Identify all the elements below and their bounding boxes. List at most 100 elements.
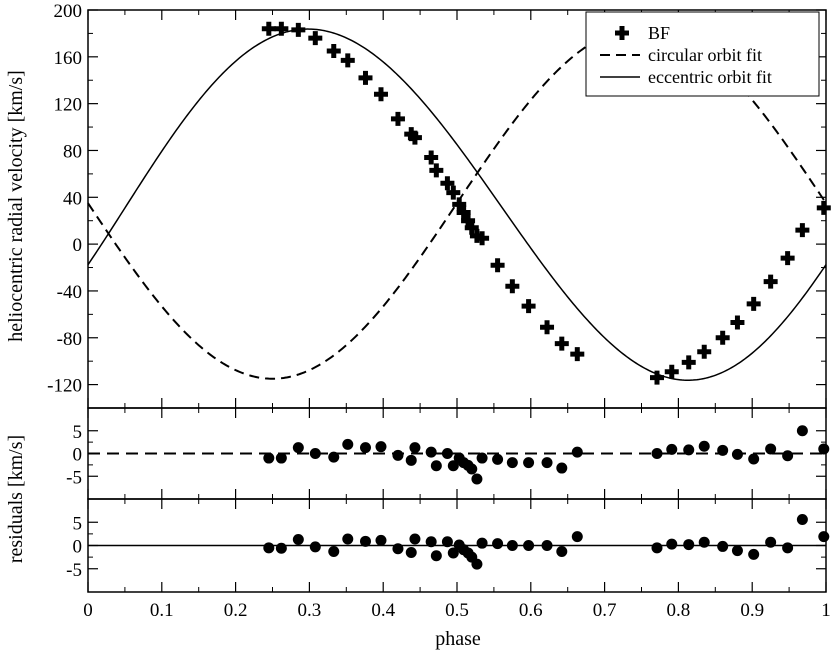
circ-residual-point xyxy=(818,443,830,455)
ecc-residual-point xyxy=(731,545,743,557)
rv-y-tick-label: -80 xyxy=(57,329,82,350)
rv-y-tick-label: 160 xyxy=(54,48,83,69)
bf-point xyxy=(429,163,444,178)
ecc-residual-point xyxy=(447,547,459,559)
circ-residual-point xyxy=(342,438,354,450)
legend-label-bf: BF xyxy=(648,23,670,43)
legend-label-eccentric: eccentric orbit fit xyxy=(648,67,772,87)
x-tick-label: 0 xyxy=(83,600,93,621)
bf-point xyxy=(649,370,664,385)
ecc-residual-point xyxy=(309,541,321,553)
bf-point xyxy=(261,21,276,36)
bf-point xyxy=(440,176,455,191)
x-tick-label: 0.3 xyxy=(298,600,322,621)
bf-point xyxy=(340,53,355,68)
ecc-residual-point xyxy=(405,546,417,558)
ecc-residual-point xyxy=(506,540,518,551)
bf-point xyxy=(461,213,476,228)
ecc-residual-point xyxy=(556,546,568,558)
ecc-y-tick-label: 5 xyxy=(73,513,83,534)
circ-residual-point xyxy=(409,442,421,454)
eccentric-residuals-panel: -50 5 0 0.1 0.2 0.3 0.4 0.5 0.6 0.7 0.8 0.9 1 xyxy=(66,498,831,621)
bf-point xyxy=(390,111,405,126)
ecc-residual-point xyxy=(818,531,830,543)
bf-point xyxy=(291,22,306,37)
eccentric-orbit-fit-line xyxy=(87,28,827,381)
circ-residual-point xyxy=(466,463,478,475)
bf-point xyxy=(570,347,585,362)
bf-point xyxy=(681,355,696,370)
ecc-residual-point xyxy=(796,513,808,525)
ecc-residual-point xyxy=(409,533,421,545)
y-axis-label-rv: heliocentric radial velocity [km/s] xyxy=(5,70,27,342)
ecc-residual-point xyxy=(476,537,488,549)
bf-point xyxy=(452,197,467,212)
bf-point xyxy=(795,223,810,238)
ecc-residual-point xyxy=(441,536,453,548)
bf-point xyxy=(521,299,536,314)
x-tick-label: 0.5 xyxy=(445,600,469,621)
circ-residual-point xyxy=(506,457,518,469)
ecc-residual-point xyxy=(392,543,404,555)
circ-residual-point xyxy=(666,443,678,455)
ecc-residual-point xyxy=(342,533,354,545)
circ-y-tick-label: 5 xyxy=(73,422,83,443)
ecc-residual-point xyxy=(748,548,760,560)
ecc-residual-point xyxy=(359,535,371,547)
ecc-residual-point xyxy=(375,534,387,546)
bf-point xyxy=(730,315,745,330)
bf-point xyxy=(274,21,289,36)
ecc-residual-point xyxy=(471,558,483,570)
legend-marker-bf xyxy=(615,26,629,40)
bf-point xyxy=(697,344,712,359)
circ-residual-point xyxy=(476,452,488,464)
ecc-residual-point xyxy=(698,536,710,548)
bf-point xyxy=(404,127,419,142)
ecc-y-tick-label: -5 xyxy=(66,560,82,581)
circ-residual-point xyxy=(441,448,453,459)
circ-residual-point xyxy=(375,441,387,453)
bf-point xyxy=(407,130,422,145)
circ-residual-point xyxy=(782,450,794,462)
bf-point xyxy=(780,251,795,266)
y-axis-label-residuals: residuals [km/s] xyxy=(5,435,27,563)
circ-residual-point xyxy=(447,460,459,472)
bf-point xyxy=(475,231,490,246)
bf-point xyxy=(358,70,373,85)
circ-residual-point xyxy=(683,444,695,456)
bf-point xyxy=(746,296,761,311)
x-tick-label: 0.6 xyxy=(519,600,543,621)
x-tick-label: 1 xyxy=(821,600,831,621)
ecc-residual-point xyxy=(571,531,583,543)
rv-y-tick-label: -120 xyxy=(47,376,82,397)
circ-residual-point xyxy=(651,448,663,459)
bf-point xyxy=(540,320,555,335)
ecc-residual-point xyxy=(717,540,729,552)
rv-y-tick-label: 80 xyxy=(63,141,82,162)
circ-residual-point xyxy=(263,452,275,464)
bf-point xyxy=(326,43,341,58)
ecc-residual-point xyxy=(430,550,442,562)
legend: BF circular orbit fit eccentric orbit fi… xyxy=(585,11,820,97)
bf-point xyxy=(490,258,505,273)
x-tick-label: 0.1 xyxy=(150,600,174,621)
x-tick-label: 0.4 xyxy=(371,600,395,621)
bf-point xyxy=(554,336,569,351)
circular-residuals-panel: -505 xyxy=(66,407,830,500)
x-tick-label: 0.9 xyxy=(740,600,764,621)
bf-point xyxy=(464,220,479,235)
circ-residual-point xyxy=(492,453,504,465)
circ-residual-point xyxy=(471,473,483,485)
ecc-residual-point xyxy=(782,542,794,554)
circ-residual-point xyxy=(309,448,321,459)
circ-residual-point xyxy=(698,440,710,452)
circ-y-tick-label: -5 xyxy=(66,467,82,488)
ecc-residual-point xyxy=(328,546,340,558)
circ-y-tick-label: 0 xyxy=(73,445,83,466)
circ-residual-point xyxy=(275,452,287,464)
circ-residual-point xyxy=(292,442,304,454)
bf-point xyxy=(446,185,461,200)
bf-point xyxy=(816,200,831,215)
x-tick-label: 0.8 xyxy=(667,600,691,621)
